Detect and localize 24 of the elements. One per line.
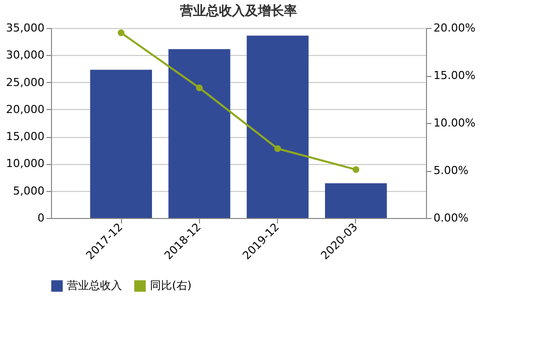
y-tick-label: 15,000 (6, 130, 44, 144)
legend-label: 营业总收入 (67, 279, 122, 292)
y2-tick-label: 15.00% (434, 69, 476, 82)
point (118, 29, 124, 36)
point (352, 166, 360, 173)
y-tick-label: 10,000 (6, 157, 44, 170)
y-tick-label: 0 (38, 212, 44, 224)
y-tick-label: 20,000 (6, 102, 44, 116)
legend-label: 同比(右) (150, 279, 192, 292)
bar (246, 36, 309, 218)
y2-tick-label: 10.00% (434, 116, 476, 130)
y-tick-label: 5,000 (13, 184, 44, 198)
bar (168, 49, 230, 218)
y-tick-label: 35,000 (6, 22, 44, 34)
bar (325, 183, 387, 218)
y2-tick-label: 5.00% (434, 164, 468, 177)
y2-tick-label: 20.00% (434, 22, 476, 34)
y-tick-label: 30,000 (6, 48, 44, 62)
point (196, 84, 203, 92)
chart-title: 营业总收入及增长率 (179, 3, 297, 19)
point (274, 145, 281, 152)
bar (90, 70, 152, 218)
y2-tick-label: 0.00% (434, 212, 468, 224)
y-tick-label: 25,000 (6, 76, 44, 89)
